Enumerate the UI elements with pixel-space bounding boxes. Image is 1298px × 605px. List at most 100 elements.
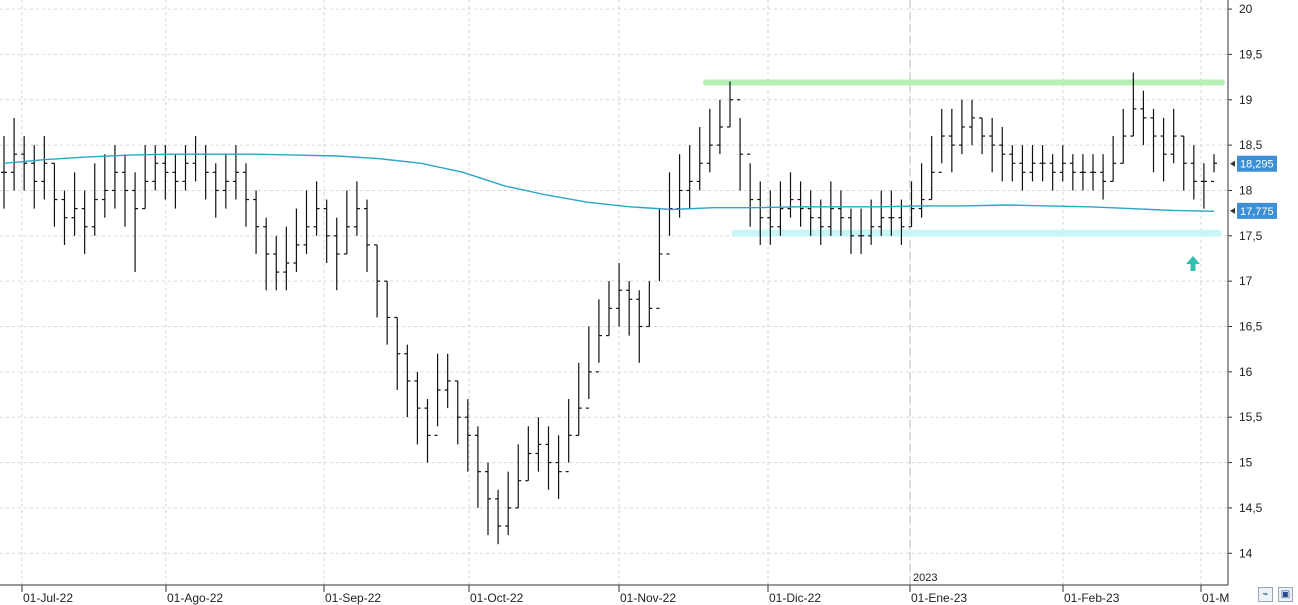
x-tick-label: 01-Jul-22 (23, 591, 73, 605)
ohlc-bar (606, 281, 612, 337)
ohlc-bar (646, 281, 653, 328)
price-badge: 17,775 (1230, 202, 1277, 219)
ohlc-bar (535, 417, 542, 472)
ohlc-bar (1130, 72, 1137, 137)
y-tick-label: 18,5 (1239, 138, 1263, 152)
ohlc-bar (293, 208, 300, 273)
ohlc-bar (1120, 108, 1127, 164)
save-icon[interactable]: ▣ (1278, 587, 1293, 602)
price-badge-label: 18,295 (1240, 159, 1274, 171)
ohlc-bar (474, 426, 481, 508)
year-label: 2023 (913, 572, 937, 584)
ohlc-bar (1160, 117, 1167, 182)
ohlc-bar (676, 154, 683, 218)
ohlc-bar (1100, 154, 1107, 200)
ohlc-bar (71, 172, 78, 236)
ohlc-bar (716, 99, 723, 155)
chart-style-icon[interactable]: ⌁ (1258, 587, 1273, 602)
ohlc-bar (202, 145, 209, 200)
ohlc-bar (1140, 90, 1147, 146)
ohlc-bar (1170, 108, 1177, 164)
moving-average-line (3, 153, 1215, 212)
ohlc-bar (414, 371, 421, 445)
ohlc-bar (384, 280, 391, 345)
ohlc-bar (999, 126, 1006, 182)
ohlc-bar (656, 208, 663, 309)
ohlc-bar (303, 190, 310, 254)
ohlc-bar (565, 399, 572, 473)
ohlc-bar (938, 108, 945, 173)
ohlc-bar (888, 190, 895, 236)
ohlc-bar (61, 190, 68, 245)
ohlc-bar (182, 145, 189, 191)
x-tick-label: 01-Ago-22 (167, 591, 223, 605)
ohlc-bar (444, 353, 451, 409)
ohlc-bar (243, 163, 249, 227)
ohlc-bar (837, 190, 844, 236)
ohlc-bar (495, 489, 502, 545)
ohlc-bar (595, 299, 602, 373)
ohlc-bar (353, 181, 360, 236)
price-badge: 18,295 (1230, 155, 1277, 172)
y-tick-label: 14,5 (1239, 501, 1263, 515)
price-badge-box (1237, 155, 1277, 172)
ohlc-bar (898, 199, 905, 245)
ohlc-bar (404, 344, 411, 418)
ohlc-bar (333, 217, 340, 291)
ohlc-bar (958, 99, 965, 155)
ohlc-bar (1090, 154, 1096, 191)
ohlc-bar (696, 126, 703, 191)
ohlc-bar (51, 162, 58, 227)
chart-grid (0, 0, 1228, 585)
ohlc-bar (41, 136, 48, 200)
x-tick-label: 01-Oct-22 (470, 591, 524, 605)
y-tick-label: 14 (1239, 546, 1253, 560)
y-tick-label: 15,5 (1239, 410, 1263, 424)
level-bands (703, 79, 1225, 237)
ohlc-bar (101, 154, 108, 218)
ohlc-bar (222, 154, 229, 209)
x-tick-label: 01-Dic-22 (769, 591, 821, 605)
ohlc-bar (1029, 145, 1036, 182)
y-tick-label: 16,5 (1239, 320, 1263, 334)
x-axis: 01-Jul-22 01-Ago-22 01-Sep-22 01-Oct-22 01-N… (21, 572, 1229, 605)
ohlc-bar (1059, 145, 1066, 182)
y-tick-label: 15 (1239, 456, 1253, 470)
ohlc-bar (374, 244, 381, 318)
moving-average (3, 153, 1215, 212)
ohlc-bar (777, 181, 784, 236)
ohlc-bar (948, 108, 955, 173)
y-tick-label: 17,5 (1239, 229, 1263, 243)
ohlc-bar (1069, 154, 1076, 191)
ohlc-bar (505, 471, 512, 536)
ohlc-bar (737, 99, 744, 191)
ohlc-bar (515, 444, 522, 509)
ohlc-bar (313, 181, 320, 236)
ohlc-bar (848, 208, 854, 254)
ohlc-bar (394, 316, 401, 390)
ohlc-bar (686, 145, 693, 209)
ohlc-bar (827, 181, 834, 236)
ohlc-bar (575, 362, 582, 436)
ohlc-bar (878, 190, 885, 236)
ohlc-bar (273, 235, 280, 291)
up-arrow-shape (1186, 256, 1200, 271)
ohlc-bar (1211, 154, 1217, 182)
ohlc-bar (545, 426, 552, 490)
ohlc-bar (1180, 135, 1187, 191)
x-tick-label: 01-Sep-22 (325, 591, 381, 605)
up-arrow-icon (1186, 256, 1200, 271)
ohlc-bar (323, 199, 330, 264)
x-tick-label: 01-Ene-23 (911, 591, 967, 605)
ohlc-bar (757, 181, 764, 245)
ohlc-bar (585, 326, 592, 409)
y-tick-label: 20 (1239, 2, 1253, 16)
ohlc-bar (666, 172, 673, 255)
ohlc-bar (555, 435, 562, 499)
ohlc-bar (1049, 154, 1056, 191)
price-badge-pointer (1230, 160, 1235, 167)
ohlc-bar (424, 399, 431, 463)
ohlc-bar (162, 145, 169, 200)
ohlc-bar (132, 172, 139, 273)
